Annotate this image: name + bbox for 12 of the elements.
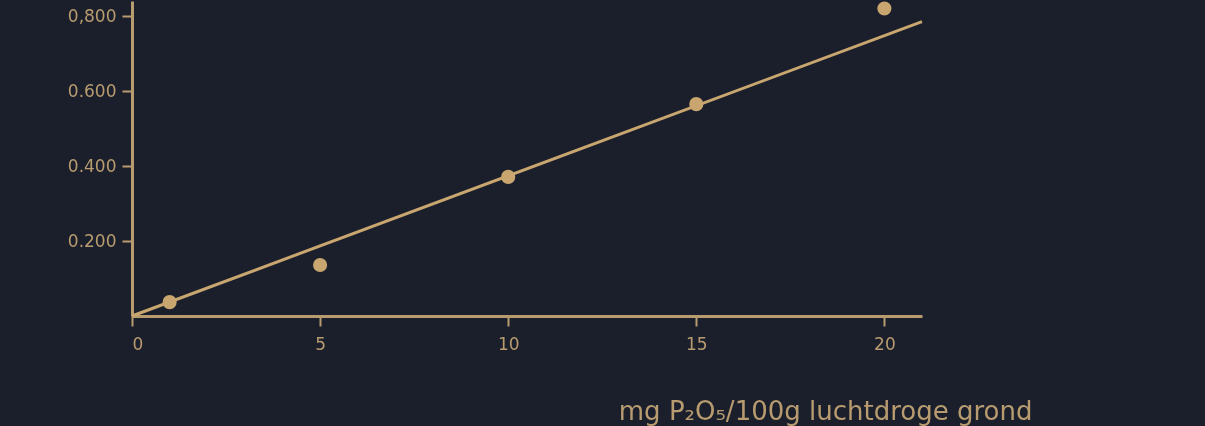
- x-tick-label: 15: [685, 333, 708, 354]
- y-tick-label: 0.600: [67, 80, 117, 101]
- point: [313, 257, 328, 273]
- x-tick-label: 5: [315, 333, 327, 354]
- x-tick-label: 10: [497, 333, 520, 354]
- y-tick-label: 0.200: [67, 230, 117, 251]
- y-tick-label: 0.400: [67, 155, 117, 176]
- x-tick-label: 0: [132, 333, 144, 354]
- point: [877, 1, 892, 16]
- y-tick-label: 0,800: [67, 5, 117, 26]
- x-tick-label: 20: [874, 333, 896, 354]
- x-axis-title: mg P₂O₅/100g luchtdroge grond: [618, 395, 1033, 426]
